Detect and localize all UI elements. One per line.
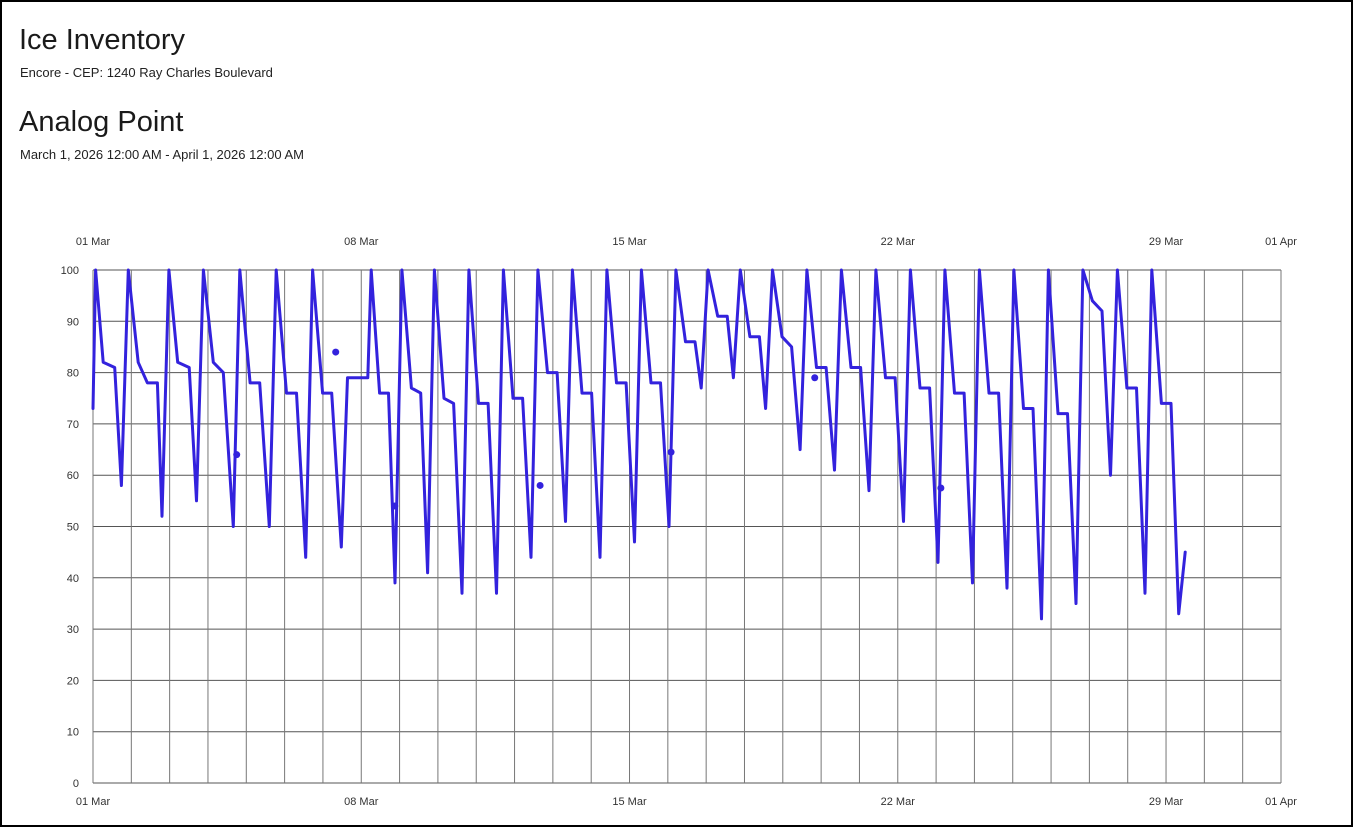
chart-title: Analog Point (19, 106, 184, 138)
site-subtitle: Encore - CEP: 1240 Ray Charles Boulevard (20, 65, 273, 80)
report-title: Ice Inventory (19, 24, 186, 56)
date-range: March 1, 2026 12:00 AM - April 1, 2026 1… (20, 147, 305, 162)
